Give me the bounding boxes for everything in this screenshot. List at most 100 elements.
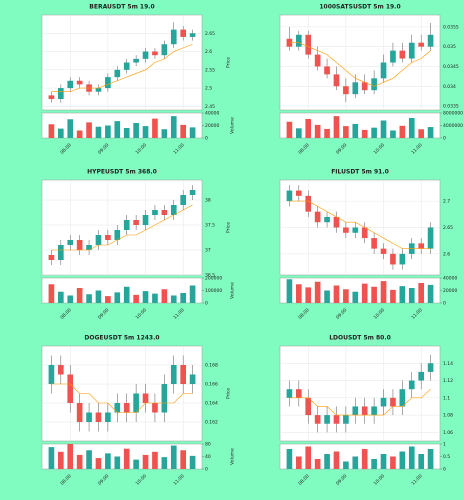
candle-body xyxy=(58,245,64,260)
candle-body xyxy=(324,66,330,75)
y-tick-label: 0.035 xyxy=(443,44,456,50)
volume-bar xyxy=(296,128,302,138)
candle-body xyxy=(427,363,434,372)
candle-body xyxy=(114,69,121,78)
candle-body xyxy=(296,389,302,398)
volume-bar xyxy=(86,450,92,469)
volume-tick-label: 0 xyxy=(205,467,208,473)
candle-body xyxy=(76,80,83,85)
candle-body xyxy=(58,365,64,375)
y2-axis-label: Volume xyxy=(230,448,236,465)
volume-bar xyxy=(76,288,83,303)
candle-body xyxy=(399,50,406,59)
moving-average-line xyxy=(289,200,431,249)
volume-plot-area xyxy=(41,277,203,304)
x-tick-label: 08:00 xyxy=(59,473,73,487)
volume-bar xyxy=(48,124,55,138)
price-plot-area xyxy=(41,179,203,276)
volume-bar xyxy=(170,445,177,469)
candle-body xyxy=(67,374,74,403)
x-tick-label: 09:00 xyxy=(97,473,111,487)
candle-body xyxy=(161,210,168,215)
candle-body xyxy=(427,34,434,47)
candle-body xyxy=(67,80,74,89)
volume-bar xyxy=(142,291,149,303)
candle-body xyxy=(390,253,396,265)
candle-body xyxy=(58,88,64,100)
y-tick-label: 2.55 xyxy=(205,67,215,73)
candle-body xyxy=(333,216,340,228)
volume-bar xyxy=(361,129,368,138)
volume-bar xyxy=(170,116,177,138)
volume-bar xyxy=(95,126,102,138)
volume-bar xyxy=(408,446,415,469)
volume-bar xyxy=(286,279,293,303)
volume-bar xyxy=(427,449,434,469)
y-tick-label: 2.65 xyxy=(443,225,453,231)
price-plot-area xyxy=(279,14,441,111)
y-tick-label: 1.12 xyxy=(443,378,453,384)
volume-bar xyxy=(361,283,368,303)
candle-body xyxy=(324,216,330,223)
candle-body xyxy=(399,253,406,265)
y-axis-label: Price xyxy=(226,388,232,399)
candle-body xyxy=(361,82,368,91)
volume-bar xyxy=(427,284,434,303)
candle-body xyxy=(105,235,111,240)
volume-bar xyxy=(180,293,186,303)
volume-bar xyxy=(189,127,196,138)
volume-plot-area xyxy=(279,443,441,470)
volume-bar xyxy=(296,284,302,303)
candle-body xyxy=(152,210,158,215)
x-tick-label: 11:00 xyxy=(172,307,186,321)
y-axis-label: Price xyxy=(226,222,232,233)
x-tick-label: 10:00 xyxy=(135,142,149,156)
volume-tick-label: 0 xyxy=(443,467,446,473)
x-tick-label: 10:00 xyxy=(135,307,149,321)
y-tick-label: 1.1 xyxy=(443,395,450,401)
candle-body xyxy=(152,403,158,413)
candle-body xyxy=(161,384,168,413)
candle-body xyxy=(305,397,312,416)
candle-body xyxy=(142,215,149,225)
volume-bar xyxy=(371,127,377,138)
volume-bar xyxy=(152,118,158,138)
volume-bar xyxy=(361,449,368,469)
x-tick-label: 08:00 xyxy=(297,307,311,321)
moving-average-line xyxy=(289,42,431,87)
chart-title: 1000SATSUSDT 5m 19.0 xyxy=(319,4,400,11)
moving-average-line xyxy=(51,43,193,93)
candle-body xyxy=(333,415,340,424)
candle-body xyxy=(408,42,415,59)
x-tick-label: 09:00 xyxy=(97,307,111,321)
moving-average-line xyxy=(51,204,193,251)
y-tick-label: 36.5 xyxy=(205,273,215,279)
volume-tick-label: 0 xyxy=(205,301,208,307)
volume-bar xyxy=(418,283,424,303)
y-tick-label: 0.168 xyxy=(205,363,218,369)
y-tick-label: 2.7 xyxy=(443,199,450,205)
volume-bar xyxy=(189,285,196,303)
volume-bar xyxy=(314,124,321,138)
chart-title: LDOUSDT 5m 80.0 xyxy=(329,335,391,342)
x-tick-label: 10:00 xyxy=(373,473,387,487)
volume-bar xyxy=(133,294,139,303)
volume-bar xyxy=(105,296,111,303)
volume-bar xyxy=(333,116,340,138)
y2-axis-label: Volume xyxy=(230,117,236,134)
volume-bar xyxy=(390,456,396,469)
volume-bar xyxy=(296,456,302,469)
volume-tick-label: 0.5 xyxy=(443,454,450,460)
candle-body xyxy=(343,415,349,424)
volume-plot-area xyxy=(279,277,441,304)
candle-body xyxy=(361,227,368,239)
candle-body xyxy=(133,220,139,225)
volume-bar xyxy=(286,121,293,138)
chart-panel: BERAUSDT 5m 19.0 2.45 2.5 2.55 2.6 2.65 0 20000… xyxy=(41,4,236,156)
volume-bar xyxy=(67,119,74,138)
volume-bar xyxy=(371,459,377,469)
candle-body xyxy=(380,397,387,407)
candle-body xyxy=(170,365,177,384)
candle-body xyxy=(95,235,102,245)
x-tick-label: 08:00 xyxy=(297,142,311,156)
